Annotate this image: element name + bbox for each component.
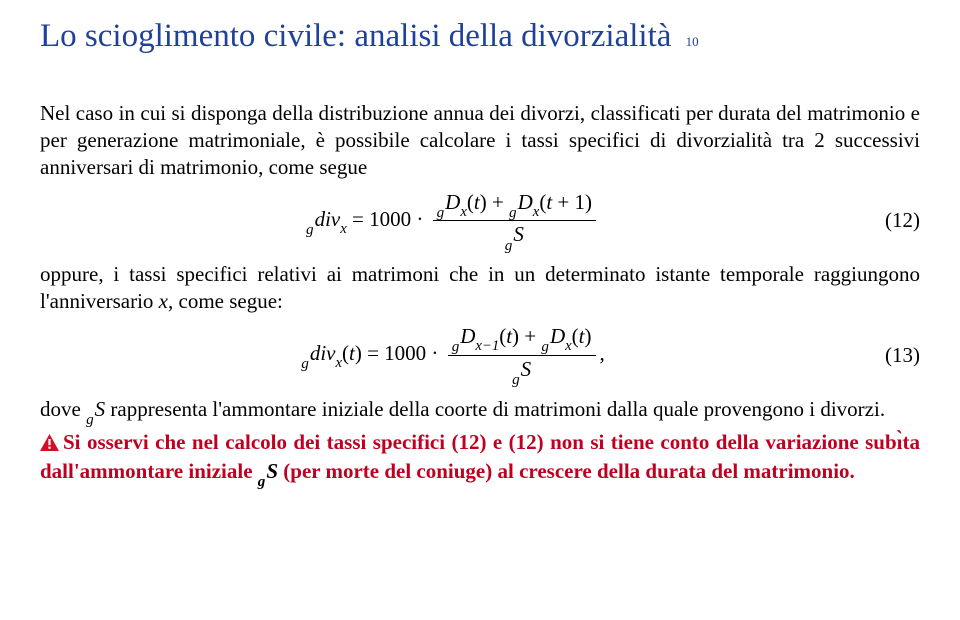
- equation-12-number: (12): [866, 207, 920, 234]
- body: Nel caso in cui si disponga della distri…: [40, 100, 920, 490]
- paragraph-2: oppure, i tassi specifici relativi ai ma…: [40, 261, 920, 315]
- equation-13-number: (13): [866, 342, 920, 369]
- equation-12-row: gdivx = 1000 · gDx(t) + gDx(t + 1)gS (12…: [40, 191, 920, 252]
- warning-note: Si osservi che nel calcolo dei tassi spe…: [40, 429, 920, 489]
- warning-icon: [40, 431, 59, 458]
- paragraph-3: dove gS rappresenta l'ammontare iniziale…: [40, 396, 920, 428]
- equation-13: gdivx(t) = 1000 · gDx−1(t) + gDx(t)gS,: [40, 325, 866, 386]
- equation-13-row: gdivx(t) = 1000 · gDx−1(t) + gDx(t)gS, (…: [40, 325, 920, 386]
- slide: Lo scioglimento civile: analisi della di…: [0, 0, 960, 620]
- equation-12: gdivx = 1000 · gDx(t) + gDx(t + 1)gS: [40, 191, 866, 252]
- paragraph-1: Nel caso in cui si disponga della distri…: [40, 100, 920, 181]
- equation-12-fraction: gDx(t) + gDx(t + 1)gS: [433, 191, 596, 252]
- slide-title: Lo scioglimento civile: analisi della di…: [40, 18, 671, 54]
- equation-13-fraction: gDx−1(t) + gDx(t)gS: [448, 325, 596, 386]
- page-number: 10: [686, 34, 699, 49]
- slide-title-bar: Lo scioglimento civile: analisi della di…: [40, 18, 920, 56]
